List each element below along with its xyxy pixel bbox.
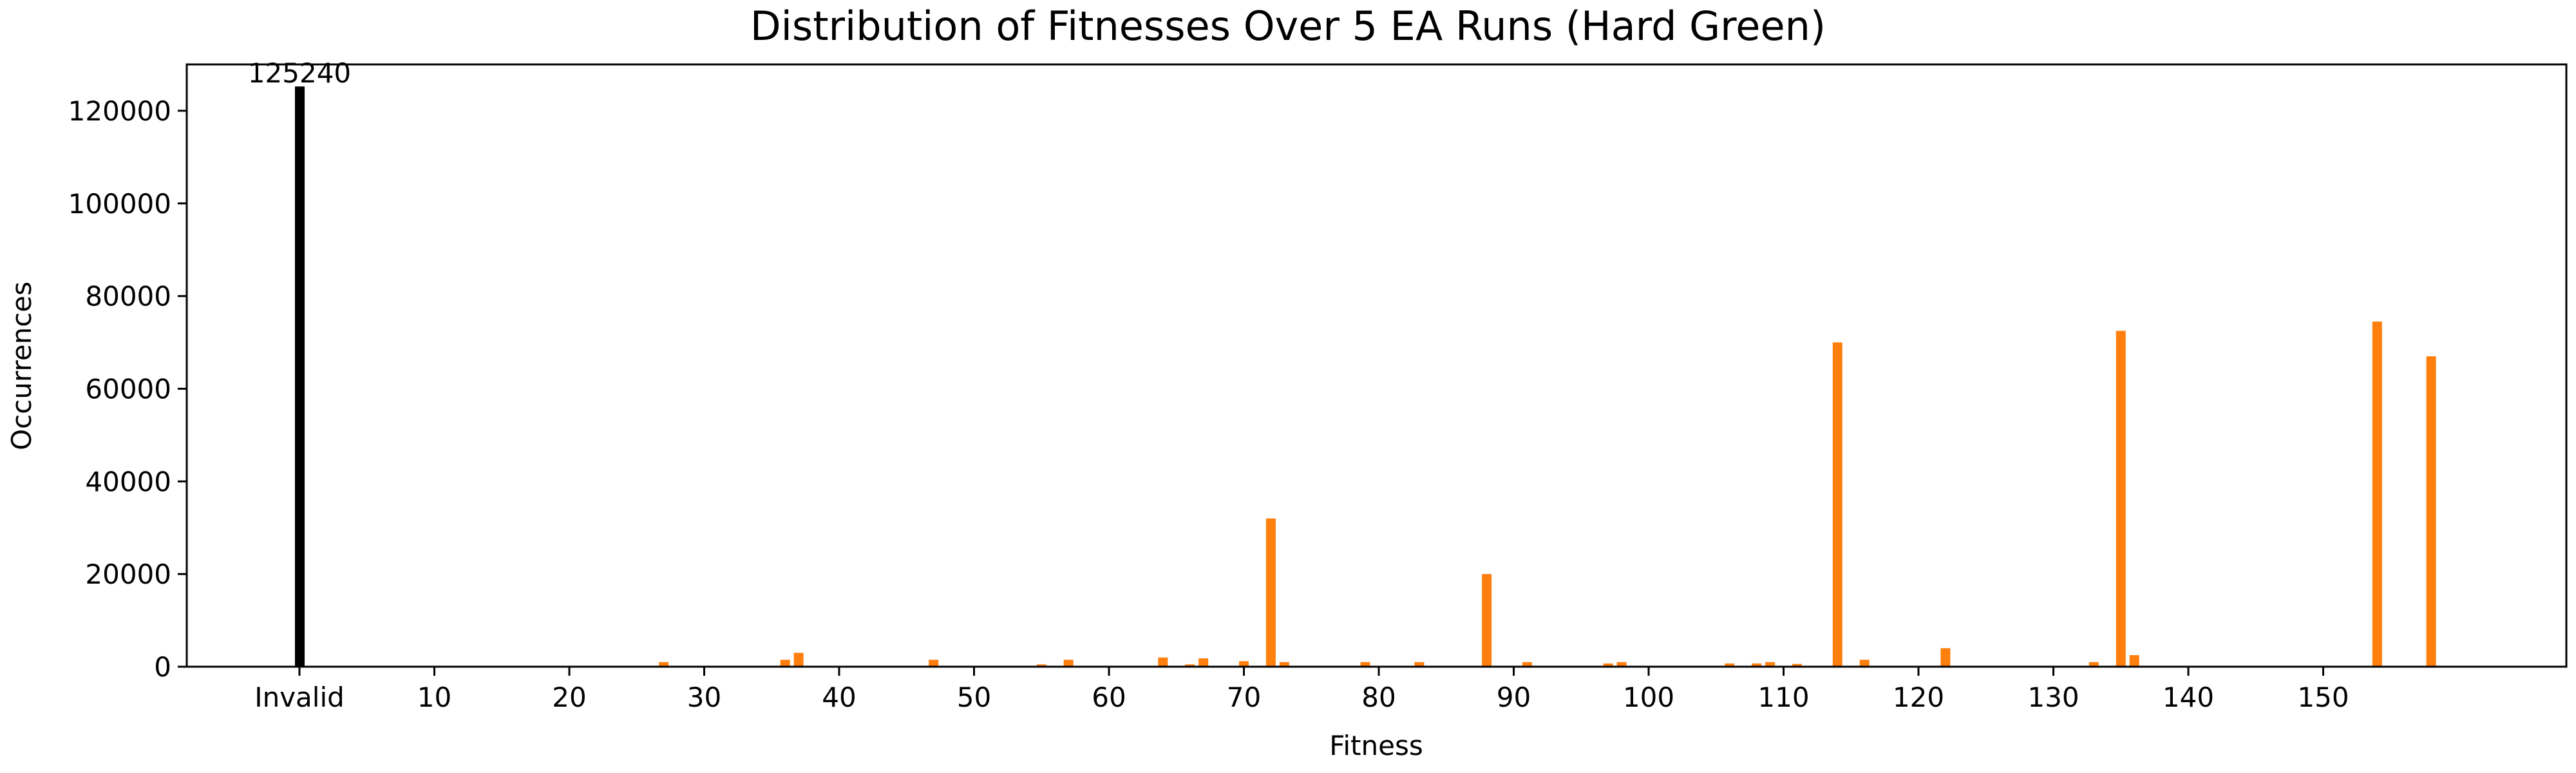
bar-fitness-98 <box>1616 662 1627 667</box>
y-tick-label: 0 <box>154 651 171 683</box>
x-tick-label: 110 <box>1757 682 1809 713</box>
bar-invalid <box>295 86 305 667</box>
x-tick-label: 120 <box>1893 682 1944 713</box>
y-tick-label: 120000 <box>68 95 171 127</box>
invalid-count-label: 125240 <box>248 57 351 89</box>
y-tick-label: 40000 <box>85 466 171 497</box>
x-tick-label: 50 <box>957 682 991 713</box>
y-tick-label: 80000 <box>85 281 171 312</box>
x-tick-label: 90 <box>1497 682 1531 713</box>
x-tick-label: 100 <box>1623 682 1674 713</box>
bar-fitness-70 <box>1239 661 1249 667</box>
bar-fitness-66 <box>1185 664 1195 667</box>
y-axis: 0 20000 40000 60000 80000 100000 120000 <box>68 95 187 683</box>
bar-fitness-122 <box>1940 648 1951 667</box>
y-tick-label: 20000 <box>85 558 171 590</box>
bar-fitness-64 <box>1158 657 1168 667</box>
bar-fitness-91 <box>1522 662 1532 667</box>
x-axis: Invalid 10 20 30 40 50 60 70 80 90 100 110 120 130 140… <box>254 667 2349 713</box>
plot-frame <box>185 63 2568 668</box>
x-axis-label: Fitness <box>1329 730 1423 761</box>
bar-fitness-79 <box>1360 662 1370 667</box>
y-tick-label: 100000 <box>68 188 171 220</box>
bar-fitness-135 <box>2116 330 2126 667</box>
bar-fitness-136 <box>2129 655 2139 667</box>
bar-fitness-111 <box>1792 663 1802 667</box>
bar-fitness-47 <box>929 660 939 667</box>
bar-fitness-55 <box>1036 664 1046 667</box>
x-tick-label: Invalid <box>254 682 345 713</box>
x-tick-label: 130 <box>2027 682 2079 713</box>
y-tick-label: 60000 <box>85 373 171 405</box>
bar-fitness-116 <box>1859 660 1870 667</box>
x-tick-label: 70 <box>1227 682 1261 713</box>
annotations-group: 125240 <box>248 57 351 89</box>
bar-fitness-108 <box>1752 663 1762 667</box>
x-tick-label: 20 <box>552 682 586 713</box>
bar-fitness-109 <box>1765 662 1776 667</box>
bar-fitness-83 <box>1414 662 1425 667</box>
bar-fitness-57 <box>1063 660 1074 667</box>
x-tick-label: 60 <box>1092 682 1126 713</box>
x-tick-label: 10 <box>417 682 451 713</box>
bar-fitness-114 <box>1832 342 1842 667</box>
bar-fitness-37 <box>793 653 804 667</box>
chart-title: Distribution of Fitnesses Over 5 EA Runs… <box>750 3 1826 50</box>
x-tick-label: 150 <box>2297 682 2349 713</box>
x-tick-label: 40 <box>822 682 856 713</box>
bar-fitness-97 <box>1603 663 1613 667</box>
bars-group <box>295 86 2436 667</box>
bar-fitness-88 <box>1482 574 1492 667</box>
bar-fitness-27 <box>659 662 669 667</box>
bar-fitness-158 <box>2426 356 2436 667</box>
bar-fitness-73 <box>1279 662 1289 667</box>
bar-fitness-36 <box>780 660 790 667</box>
bar-fitness-72 <box>1265 518 1276 667</box>
y-axis-label: Occurrences <box>6 282 37 450</box>
bar-fitness-67 <box>1198 658 1209 667</box>
bar-fitness-106 <box>1725 663 1735 667</box>
x-tick-label: 80 <box>1361 682 1396 713</box>
bar-fitness-154 <box>2372 321 2382 667</box>
x-tick-label: 30 <box>687 682 721 713</box>
x-tick-label: 140 <box>2163 682 2214 713</box>
bar-fitness-133 <box>2088 662 2099 667</box>
